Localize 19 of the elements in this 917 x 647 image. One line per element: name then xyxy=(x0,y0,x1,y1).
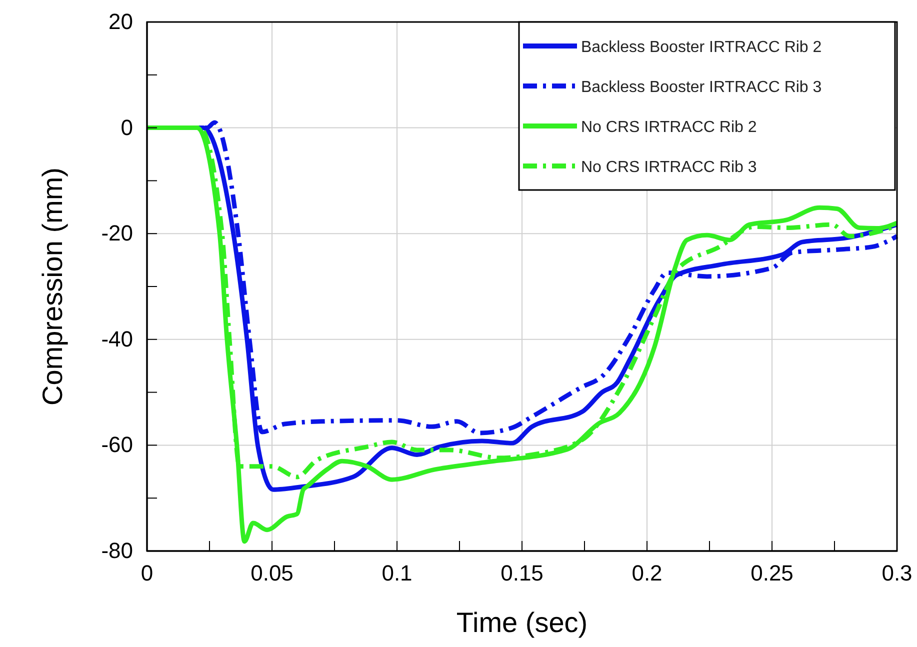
x-tick-label: 0.05 xyxy=(250,560,294,586)
legend-label: Backless Booster IRTRACC Rib 3 xyxy=(581,79,822,96)
legend-label: No CRS IRTRACC Rib 3 xyxy=(581,159,757,176)
legend-label: No CRS IRTRACC Rib 2 xyxy=(581,119,757,136)
x-tick-label: 0 xyxy=(140,560,154,586)
x-tick-label: 0.3 xyxy=(882,560,912,586)
x-tick-label: 0.25 xyxy=(750,560,794,586)
x-tick-label: 0.2 xyxy=(632,560,662,586)
y-tick-label: 20 xyxy=(108,9,133,34)
legend-label: Backless Booster IRTRACC Rib 2 xyxy=(581,39,822,56)
y-tick-label: -60 xyxy=(101,432,133,458)
y-tick-label: -20 xyxy=(101,220,133,246)
x-tick-label: 0.1 xyxy=(382,560,412,586)
y-tick-label: 0 xyxy=(120,114,133,140)
y-tick-label: -40 xyxy=(101,326,133,352)
y-tick-label: -80 xyxy=(101,538,133,564)
x-tick-label: 0.15 xyxy=(500,560,544,586)
x-axis-title: Time (sec) xyxy=(456,607,588,638)
y-axis-title: Compression (mm) xyxy=(37,167,68,406)
